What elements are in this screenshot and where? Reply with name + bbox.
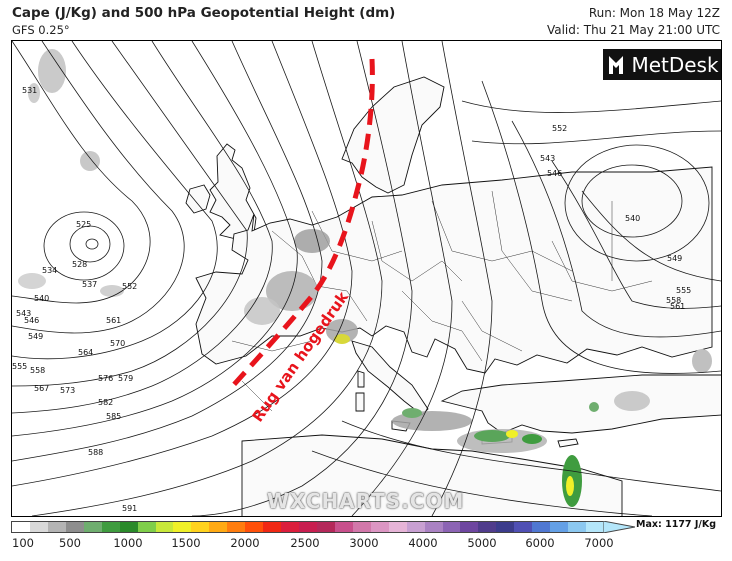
contour-label: 546 xyxy=(547,169,562,178)
colorbar-tick-label: 100 xyxy=(12,536,34,550)
colorbar-swatch xyxy=(334,522,353,532)
colorbar-tick-label: 3000 xyxy=(349,536,379,550)
colorbar-swatch xyxy=(119,522,138,532)
contour-label: 585 xyxy=(106,412,121,421)
colorbar-swatch xyxy=(568,522,586,532)
contour-labels: 531 528 525 534 537 540 543 546 549 552 … xyxy=(12,86,691,513)
colorbar-swatch xyxy=(281,522,299,532)
colorbar-tick-label: 1000 xyxy=(113,536,143,550)
colorbar-swatch xyxy=(370,522,389,532)
colorbar-tick-label: 2000 xyxy=(230,536,260,550)
contour-label: 546 xyxy=(24,316,39,325)
logo-text: MetDesk xyxy=(631,52,719,77)
contour-label: 552 xyxy=(122,282,137,291)
contour-label: 534 xyxy=(42,266,57,275)
colorbar-swatch xyxy=(47,522,66,532)
colorbar-swatch xyxy=(442,522,461,532)
contour-label: 558 xyxy=(666,296,681,305)
colorbar-swatch xyxy=(316,522,335,532)
colorbar-swatch xyxy=(155,522,174,532)
metdesk-logo-icon xyxy=(609,55,624,74)
colorbar-swatch xyxy=(496,522,515,532)
contour-label: 573 xyxy=(60,386,75,395)
contour-label: 549 xyxy=(28,332,43,341)
colorbar-swatch xyxy=(388,522,407,532)
colorbar-swatch xyxy=(514,522,533,532)
colorbar-swatch xyxy=(424,522,443,532)
colorbar-tick-label: 1500 xyxy=(171,536,201,550)
colorbar-swatch xyxy=(65,522,84,532)
contour-label: 549 xyxy=(667,254,682,263)
colorbar-tick-label: 2500 xyxy=(290,536,320,550)
chart-title: Cape (J/Kg) and 500 hPa Geopotential Hei… xyxy=(12,5,396,21)
contour-label: 567 xyxy=(34,384,49,393)
contour-label: 576 xyxy=(98,374,113,383)
colorbar-tick-label: 7000 xyxy=(584,536,614,550)
contour-label: 588 xyxy=(88,448,103,457)
colorbar-swatch xyxy=(245,522,264,532)
geopotential-contours xyxy=(12,41,721,516)
map-canvas: 531 528 525 534 537 540 543 546 549 552 … xyxy=(12,41,721,516)
colorbar-swatch xyxy=(550,522,569,532)
contour-label: 525 xyxy=(76,220,91,229)
colorbar-swatch xyxy=(478,522,497,532)
weather-map: 531 528 525 534 537 540 543 546 549 552 … xyxy=(11,40,722,517)
valid-time: Valid: Thu 21 May 21:00 UTC xyxy=(546,23,720,37)
contour-label: 555 xyxy=(12,362,27,371)
contour-label: 540 xyxy=(625,214,640,223)
model-label: GFS 0.25° xyxy=(12,23,70,37)
run-time: Run: Mon 18 May 12Z xyxy=(588,6,720,20)
contour-label: 579 xyxy=(118,374,133,383)
colorbar-tick-label: 4000 xyxy=(408,536,438,550)
max-cape-label: Max: 1177 J/Kg xyxy=(636,519,717,530)
colorbar-swatch xyxy=(532,522,551,532)
colorbar-swatch xyxy=(101,522,120,532)
colorbar-swatch xyxy=(263,522,282,532)
colorbar-swatch xyxy=(12,522,30,532)
colorbar-tick-label: 6000 xyxy=(525,536,555,550)
contour-label: 582 xyxy=(98,398,113,407)
colorbar-tick-label: 5000 xyxy=(467,536,497,550)
colorbar-swatch xyxy=(227,522,246,532)
colorbar-swatch xyxy=(173,522,192,532)
contour-label: 540 xyxy=(34,294,49,303)
colorbar-swatch xyxy=(83,522,102,532)
contour-label: 561 xyxy=(106,316,121,325)
colorbar-swatch xyxy=(352,522,371,532)
colorbar-extend-arrow xyxy=(603,521,635,533)
colorbar-swatch xyxy=(299,522,317,532)
contour-label: 555 xyxy=(676,286,691,295)
contour-label: 558 xyxy=(30,366,45,375)
colorbar-swatch xyxy=(406,522,425,532)
colorbar-swatch xyxy=(460,522,479,532)
contour-label: 543 xyxy=(16,309,31,318)
coastlines xyxy=(185,76,721,516)
ridge-axis-line xyxy=(228,58,375,391)
metdesk-logo: MetDesk xyxy=(603,49,721,80)
contour-label: 591 xyxy=(122,504,137,513)
colorbar-swatch xyxy=(137,522,156,532)
contour-label: 564 xyxy=(78,348,93,357)
colorbar-tick-label: 500 xyxy=(59,536,81,550)
contour-label: 552 xyxy=(552,124,567,133)
country-borders xyxy=(231,190,653,412)
contour-label: 570 xyxy=(110,339,125,348)
contour-label: 561 xyxy=(670,302,685,311)
colorbar-swatch xyxy=(586,522,604,532)
cape-colorbar xyxy=(11,521,605,533)
cape-shading xyxy=(18,49,712,507)
colorbar-swatch xyxy=(29,522,48,532)
contour-label: 531 xyxy=(22,86,37,95)
contour-label: 528 xyxy=(72,260,87,269)
watermark: WXCHARTS.COM xyxy=(267,489,465,513)
colorbar-swatch xyxy=(191,522,210,532)
contour-label: 543 xyxy=(540,154,555,163)
contour-label: 537 xyxy=(82,280,97,289)
colorbar-swatch xyxy=(209,522,228,532)
